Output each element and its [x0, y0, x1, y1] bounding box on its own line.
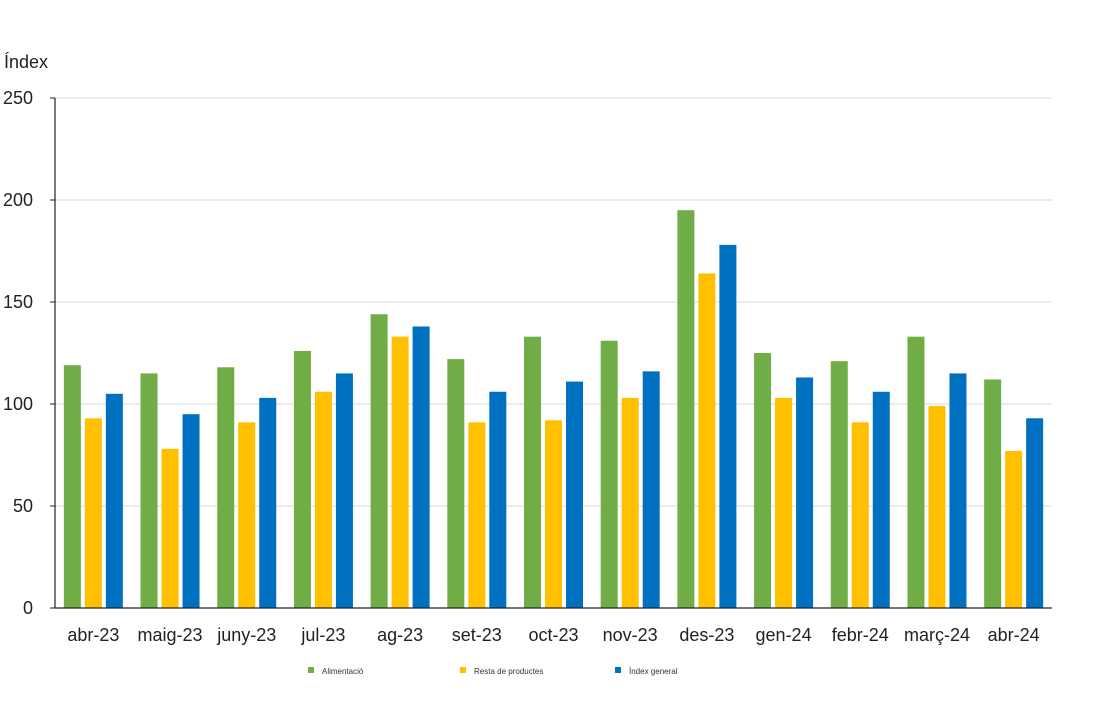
x-tick-label: des-23 [679, 625, 734, 645]
x-tick-label: abr-23 [67, 625, 119, 645]
bar-1-juny-23 [217, 367, 235, 608]
bar-2-set-23 [468, 422, 486, 608]
bar-3-juny-23 [259, 397, 277, 608]
bar-1-oct-23 [524, 336, 541, 608]
x-tick-label: febr-24 [832, 625, 889, 645]
bar-1-ag-23 [370, 314, 388, 608]
bar-2-març-24 [928, 406, 946, 608]
x-tick-label: maig-23 [138, 625, 203, 645]
bar-1-nov-23 [600, 340, 618, 608]
legend-label-1: Alimentació [322, 667, 364, 676]
x-tick-label: gen-24 [756, 625, 812, 645]
bars [63, 210, 1044, 608]
x-tick-label: juny-23 [216, 625, 276, 645]
legend-swatch-3 [615, 667, 621, 673]
bar-1-març-24 [907, 336, 925, 608]
bar-3-gen-24 [796, 377, 814, 608]
legend-label-2: Resta de productes [474, 667, 543, 676]
y-tick-label: 250 [3, 88, 33, 108]
bar-1-febr-24 [830, 361, 848, 608]
y-tick-label: 150 [3, 292, 33, 312]
bar-1-maig-23 [140, 373, 158, 608]
x-tick-label: abr-24 [988, 625, 1040, 645]
bar-1-jul-23 [293, 350, 311, 608]
bar-2-oct-23 [545, 420, 562, 608]
bar-2-jul-23 [314, 391, 332, 608]
bar-3-maig-23 [182, 414, 200, 608]
y-axis-label: Índex [4, 52, 48, 72]
legend-swatch-1 [308, 667, 314, 673]
bar-3-març-24 [949, 373, 967, 608]
bar-3-oct-23 [566, 381, 583, 608]
x-tick-label: ag-23 [377, 625, 423, 645]
y-tick-label: 100 [3, 394, 33, 414]
bar-2-ag-23 [391, 336, 409, 608]
y-tick-label: 200 [3, 190, 33, 210]
bar-1-des-23 [677, 210, 695, 608]
bar-1-set-23 [447, 359, 465, 608]
bar-2-febr-24 [851, 422, 869, 608]
bar-3-abr-23 [105, 393, 123, 608]
bar-1-gen-24 [754, 353, 772, 608]
bar-3-set-23 [489, 391, 507, 608]
bar-3-abr-24 [1026, 418, 1044, 608]
bar-3-nov-23 [642, 371, 660, 608]
y-tick-labels: 0 50 100 150 200 250 [3, 88, 33, 618]
bar-2-maig-23 [161, 448, 179, 608]
legend-label-3: Índex general [629, 667, 678, 676]
bar-2-abr-23 [84, 418, 102, 608]
x-tick-label: jul-23 [300, 625, 345, 645]
y-tick-label: 50 [13, 496, 33, 516]
bar-2-nov-23 [621, 397, 639, 608]
x-tick-label: oct-23 [528, 625, 578, 645]
bar-1-abr-24 [984, 379, 1002, 608]
bar-2-juny-23 [238, 422, 256, 608]
x-tick-label: març-24 [904, 625, 970, 645]
x-tick-label: set-23 [452, 625, 502, 645]
bar-3-febr-24 [872, 391, 890, 608]
bar-2-abr-24 [1005, 450, 1023, 608]
bar-1-abr-23 [63, 365, 81, 608]
bar-3-jul-23 [335, 373, 353, 608]
legend: Alimentació Resta de productes Índex gener… [308, 667, 678, 676]
bar-3-des-23 [719, 244, 737, 608]
x-tick-labels: abr-23 maig-23 juny-23 jul-23 ag-23 set-23 oct… [67, 625, 1039, 645]
bar-3-ag-23 [412, 326, 430, 608]
legend-swatch-2 [460, 667, 466, 673]
bar-2-gen-24 [775, 397, 793, 608]
x-tick-label: nov-23 [603, 625, 658, 645]
axes [54, 98, 1052, 609]
y-tick-label: 0 [23, 598, 33, 618]
bar-2-des-23 [698, 273, 716, 608]
